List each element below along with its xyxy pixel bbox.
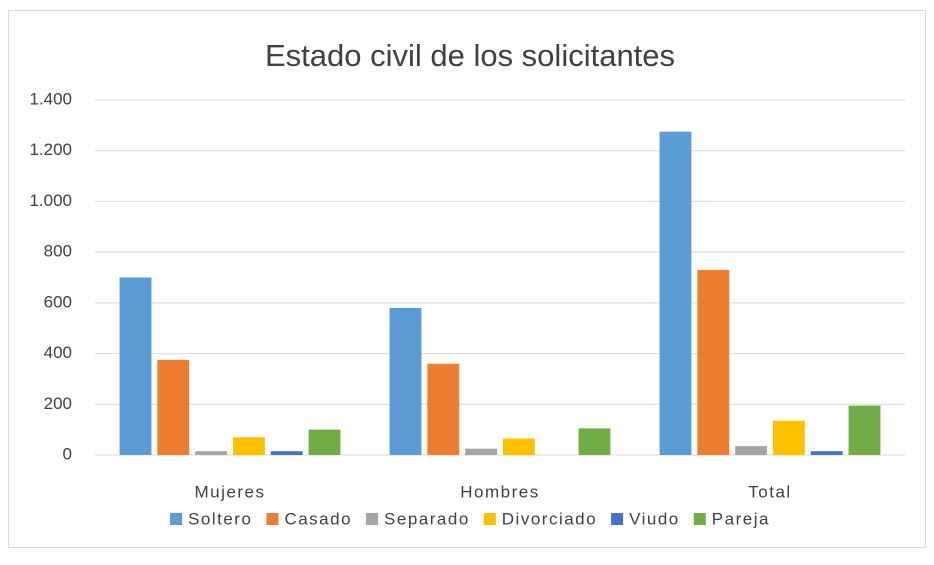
legend-label: Soltero xyxy=(188,509,252,528)
x-tick-label: Hombres xyxy=(460,482,539,501)
y-tick-label: 200 xyxy=(44,394,72,413)
legend-swatch xyxy=(483,513,496,525)
bar xyxy=(848,405,881,455)
legend-swatch xyxy=(611,513,624,525)
bar xyxy=(157,359,190,455)
chart-title: Estado civil de los solicitantes xyxy=(265,38,675,73)
bar xyxy=(578,428,611,455)
legend-swatch xyxy=(366,513,379,525)
bar xyxy=(119,277,152,455)
bar xyxy=(697,269,730,455)
x-tick-label: Total xyxy=(748,482,791,501)
y-tick-label: 1.200 xyxy=(29,140,72,159)
bar xyxy=(735,446,768,455)
bar xyxy=(502,438,535,455)
bar xyxy=(772,420,805,455)
y-tick-label: 1.400 xyxy=(29,89,72,108)
legend-label: Viudo xyxy=(629,509,680,528)
bar xyxy=(427,363,460,455)
bar xyxy=(659,131,692,456)
legend-label: Separado xyxy=(384,509,470,528)
bar xyxy=(232,437,265,455)
legend-swatch xyxy=(170,513,183,525)
legend-swatch xyxy=(693,513,706,525)
y-tick-label: 600 xyxy=(44,292,72,311)
x-tick-label: Mujeres xyxy=(195,482,266,501)
bar xyxy=(195,451,228,455)
bar xyxy=(270,451,303,455)
y-tick-label: 800 xyxy=(44,242,72,261)
legend-swatch xyxy=(266,513,279,525)
legend-label: Casado xyxy=(284,509,352,528)
y-tick-label: 0 xyxy=(63,444,72,463)
bar xyxy=(810,451,843,455)
legend-label: Divorciado xyxy=(502,509,597,528)
bar xyxy=(308,429,341,455)
bar xyxy=(389,307,422,455)
y-tick-label: 400 xyxy=(44,343,72,362)
y-tick-label: 1.000 xyxy=(29,191,72,210)
legend-label: Pareja xyxy=(712,509,770,528)
bar xyxy=(465,448,498,455)
